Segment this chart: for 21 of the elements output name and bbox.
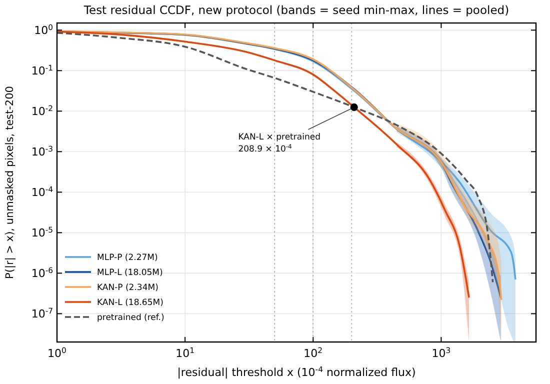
y-tick-label: 10$^{-5}$	[31, 225, 54, 240]
y-tick-label: 10$^{-4}$	[31, 184, 54, 200]
legend-label: KAN-P (2.34M)	[97, 283, 158, 293]
legend-label: pretrained (ref.)	[97, 313, 164, 323]
x-axis-title: |residual| threshold x (10$^{-4}$ normalized flux)	[177, 364, 416, 379]
y-tick-label: 10$^{-6}$	[31, 266, 54, 280]
x-tick-label: 10$^{1}$	[176, 346, 195, 360]
y-tick-label: 10$^{0}$	[34, 22, 54, 38]
y-tick-label: 10$^{-3}$	[31, 144, 54, 159]
chart-title: Test residual CCDF, new protocol (bands = seed min-max, lines = pooled)	[82, 3, 510, 17]
annotation: KAN-L × pretrained 208.9 × 10$^{-4}$	[238, 132, 320, 155]
y-tick-label: 10$^{-1}$	[31, 63, 54, 78]
x-tick-label: 10$^{0}$	[48, 346, 67, 360]
legend-label: MLP-P (2.27M)	[97, 253, 158, 263]
x-tick-label: 10$^{2}$	[304, 346, 323, 360]
legend-label: MLP-L (18.05M)	[97, 268, 163, 278]
y-tick-label: 10$^{-7}$	[31, 306, 54, 321]
y-tick-label: 10$^{-2}$	[31, 104, 54, 118]
y-axis-title: P(|r| > x), unmasked pixels, test-200	[4, 86, 16, 279]
x-tick-label: 10$^{3}$	[432, 346, 451, 360]
legend-label: KAN-L (18.65M)	[97, 298, 164, 308]
